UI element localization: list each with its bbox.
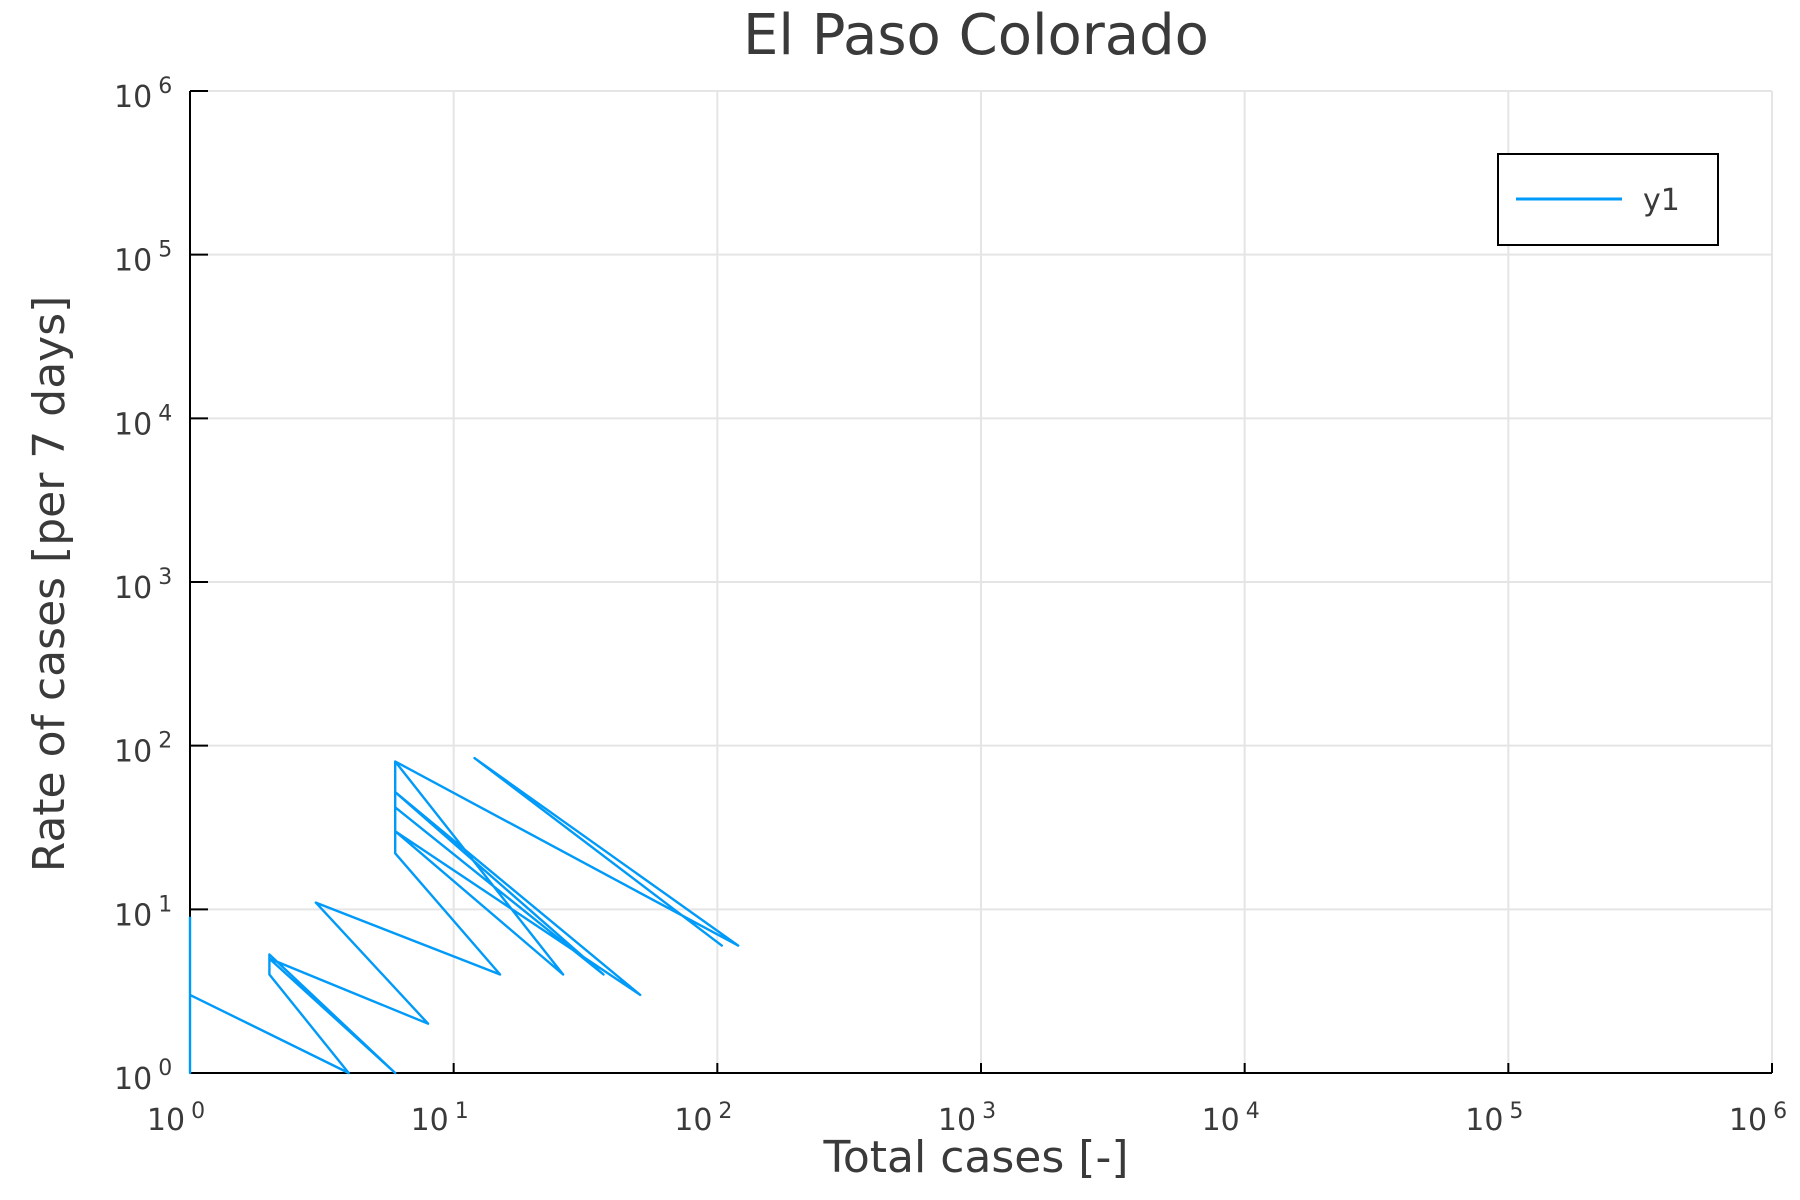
axes — [189, 90, 1773, 1074]
tick-labels: 10 0 10 1 10 2 10 3 10 4 10 5 10 6 10 0 10 1 10 2 10 3 10 4 10 5 1… — [114, 74, 1787, 1138]
y-tick-label: 10 6 — [114, 74, 172, 115]
x-tick-label: 10 3 — [938, 1099, 996, 1138]
x-tick-label: 10 2 — [674, 1099, 732, 1138]
x-tick-label: 10 0 — [147, 1099, 205, 1138]
x-tick-label: 10 5 — [1465, 1099, 1523, 1138]
y-tick-label: 10 3 — [114, 565, 172, 606]
x-tick-label: 10 1 — [411, 1099, 469, 1138]
legend-series-label: y1 — [1643, 183, 1680, 218]
y-tick-label: 10 0 — [114, 1056, 172, 1097]
y-tick-label: 10 1 — [114, 892, 172, 933]
y-axis-label: Rate of cases [per 7 days] — [24, 296, 75, 873]
series-line-y1 — [188, 756, 740, 1075]
chart-title: El Paso Colorado — [743, 3, 1209, 68]
y-tick-label: 10 4 — [114, 401, 172, 442]
y-tick-label: 10 5 — [114, 238, 172, 279]
x-axis-label: Total cases [-] — [822, 1132, 1128, 1183]
legend: y1 — [1497, 153, 1719, 246]
x-tick-label: 10 4 — [1202, 1099, 1260, 1138]
plot-series — [188, 756, 740, 1075]
y-tick-label: 10 2 — [114, 729, 172, 770]
x-tick-label: 10 6 — [1729, 1099, 1787, 1138]
